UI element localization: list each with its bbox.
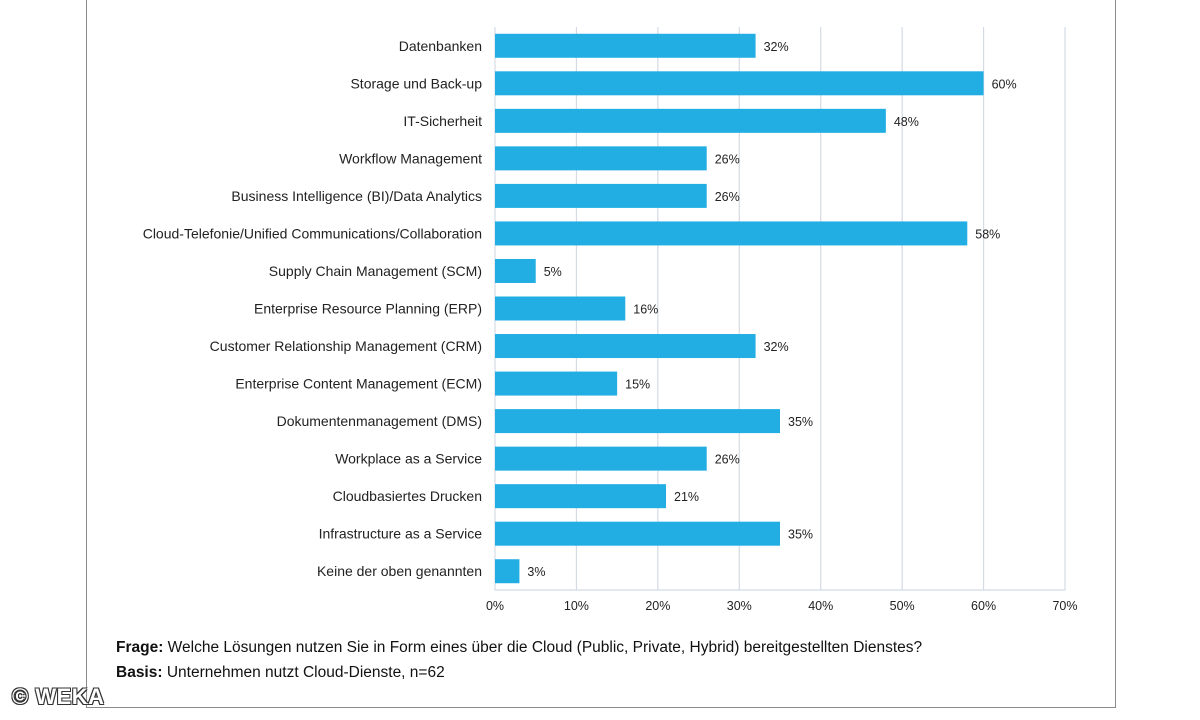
- chart-frame: [86, 0, 1116, 708]
- category-label-6: Supply Chain Management (SCM): [269, 263, 482, 279]
- value-label-7: 16%: [633, 303, 658, 317]
- tick-layer: 0% 10% 20% 30% 40% 50% 60% 70%: [486, 599, 1078, 613]
- category-label-3: Workflow Management: [339, 150, 482, 166]
- category-label-13: Infrastructure as a Service: [319, 526, 483, 542]
- value-label-2: 48%: [894, 115, 919, 129]
- x-tick-label-40: 40%: [808, 599, 833, 613]
- value-label-12: 21%: [674, 490, 699, 504]
- category-label-10: Dokumentenmanagement (DMS): [277, 413, 482, 429]
- value-label-13: 35%: [788, 528, 813, 542]
- category-label-9: Enterprise Content Management (ECM): [235, 376, 482, 392]
- category-label-14: Keine der oben genannten: [317, 563, 482, 579]
- value-label-10: 35%: [788, 415, 813, 429]
- value-label-4: 26%: [715, 190, 740, 204]
- bar-3: [495, 146, 707, 171]
- x-tick-label-50: 50%: [890, 599, 915, 613]
- label-layer: Datenbanken 32% Storage und Back-up 60% IT-S…: [143, 38, 1017, 579]
- footnote-basis: Basis: Unternehmen nutzt Cloud-Dienste, …: [116, 664, 445, 682]
- x-tick-label-0: 0%: [486, 599, 504, 613]
- bar-7: [495, 296, 626, 321]
- value-label-5: 58%: [975, 227, 1000, 241]
- footnote-question: Frage: Welche Lösungen nutzen Sie in For…: [116, 639, 922, 657]
- category-label-7: Enterprise Resource Planning (ERP): [254, 301, 482, 317]
- bar-4: [495, 183, 707, 208]
- weka-watermark: © WEKA: [12, 684, 105, 709]
- question-label: Frage:: [116, 639, 164, 656]
- x-tick-label-10: 10%: [564, 599, 589, 613]
- bar-6: [495, 258, 536, 283]
- bar-1: [495, 71, 984, 96]
- x-tick-label-70: 70%: [1052, 599, 1077, 613]
- value-label-11: 26%: [715, 453, 740, 467]
- x-tick-label-20: 20%: [645, 599, 670, 613]
- bar-8: [495, 334, 756, 359]
- bar-12: [495, 484, 666, 509]
- bar-5: [495, 221, 968, 246]
- category-label-2: IT-Sicherheit: [403, 113, 482, 129]
- category-label-0: Datenbanken: [399, 38, 482, 54]
- category-label-5: Cloud-Telefonie/Unified Communications/C…: [143, 225, 482, 241]
- question-text: Welche Lösungen nutzen Sie in Form eines…: [163, 639, 923, 656]
- bar-0: [495, 33, 756, 58]
- bar-10: [495, 409, 780, 434]
- basis-text: Unternehmen nutzt Cloud-Dienste, n=62: [162, 664, 445, 681]
- bar-2: [495, 108, 886, 133]
- value-label-0: 32%: [764, 40, 789, 54]
- category-label-4: Business Intelligence (BI)/Data Analytic…: [231, 188, 482, 204]
- bar-layer: [495, 33, 984, 584]
- value-label-9: 15%: [625, 378, 650, 392]
- category-label-11: Workplace as a Service: [335, 451, 482, 467]
- value-label-14: 3%: [527, 565, 545, 579]
- value-label-8: 32%: [764, 340, 789, 354]
- value-label-1: 60%: [992, 77, 1017, 91]
- bar-11: [495, 446, 707, 471]
- category-label-1: Storage und Back-up: [350, 75, 482, 91]
- bar-13: [495, 521, 780, 546]
- category-label-12: Cloudbasiertes Drucken: [333, 488, 482, 504]
- x-tick-label-30: 30%: [727, 599, 752, 613]
- value-label-6: 5%: [544, 265, 562, 279]
- basis-label: Basis:: [116, 664, 163, 681]
- bar-14: [495, 559, 520, 584]
- category-label-8: Customer Relationship Management (CRM): [210, 338, 482, 354]
- bar-9: [495, 371, 618, 396]
- value-label-3: 26%: [715, 152, 740, 166]
- x-tick-label-60: 60%: [971, 599, 996, 613]
